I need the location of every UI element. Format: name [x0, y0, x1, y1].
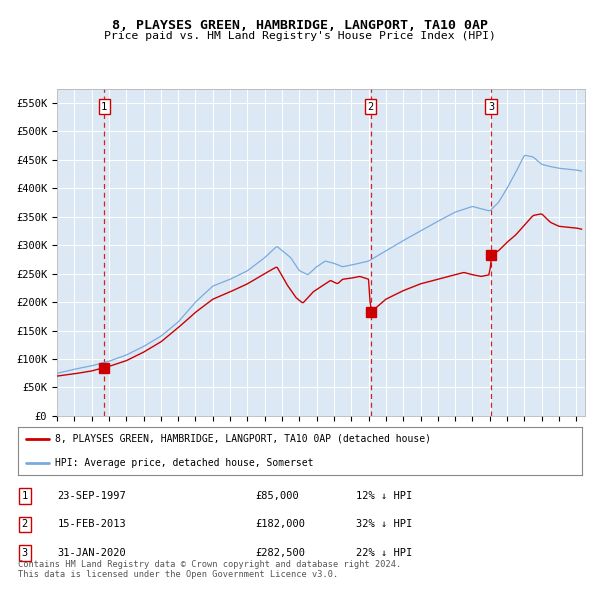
Text: 8, PLAYSES GREEN, HAMBRIDGE, LANGPORT, TA10 0AP: 8, PLAYSES GREEN, HAMBRIDGE, LANGPORT, T…	[112, 19, 488, 32]
Text: Contains HM Land Registry data © Crown copyright and database right 2024.
This d: Contains HM Land Registry data © Crown c…	[18, 560, 401, 579]
Text: 12% ↓ HPI: 12% ↓ HPI	[356, 491, 413, 501]
Text: 2: 2	[22, 519, 28, 529]
Text: HPI: Average price, detached house, Somerset: HPI: Average price, detached house, Some…	[55, 458, 313, 468]
Text: 31-JAN-2020: 31-JAN-2020	[58, 548, 126, 558]
Text: 22% ↓ HPI: 22% ↓ HPI	[356, 548, 413, 558]
Text: Price paid vs. HM Land Registry's House Price Index (HPI): Price paid vs. HM Land Registry's House …	[104, 31, 496, 41]
Text: £282,500: £282,500	[255, 548, 305, 558]
Text: 8, PLAYSES GREEN, HAMBRIDGE, LANGPORT, TA10 0AP (detached house): 8, PLAYSES GREEN, HAMBRIDGE, LANGPORT, T…	[55, 434, 431, 444]
Text: 1: 1	[22, 491, 28, 501]
Text: 3: 3	[22, 548, 28, 558]
Text: £85,000: £85,000	[255, 491, 299, 501]
Text: 3: 3	[488, 101, 494, 112]
Text: 23-SEP-1997: 23-SEP-1997	[58, 491, 126, 501]
Text: 2: 2	[368, 101, 374, 112]
Text: 32% ↓ HPI: 32% ↓ HPI	[356, 519, 413, 529]
Text: £182,000: £182,000	[255, 519, 305, 529]
Text: 15-FEB-2013: 15-FEB-2013	[58, 519, 126, 529]
Text: 1: 1	[101, 101, 107, 112]
